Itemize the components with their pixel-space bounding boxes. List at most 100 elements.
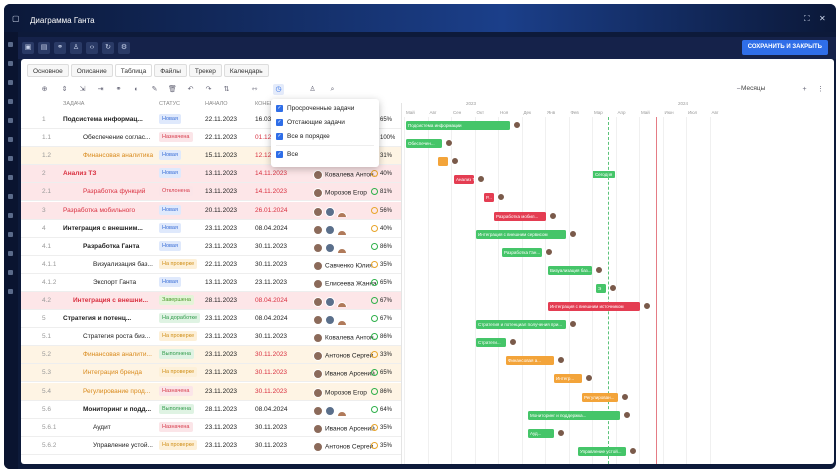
status-badge[interactable]: Назначена — [159, 132, 193, 143]
save-and-close-button[interactable]: СОХРАНИТЬ И ЗАКРЫТЬ — [741, 40, 828, 55]
gantt-bar[interactable]: Обеспечен... — [406, 139, 442, 149]
status-badge[interactable]: Выполнена — [159, 349, 194, 360]
status-badge[interactable]: На проверке — [159, 367, 198, 378]
table-row[interactable]: 4.1 Разработка Ганта Новая 23.11.2023 30.11.… — [21, 238, 401, 256]
table-row[interactable]: 5.3 Интеграция бренда На проверке 23.11.202… — [21, 364, 401, 383]
nav-icon[interactable] — [8, 137, 13, 142]
refresh-icon[interactable]: ↻ — [102, 42, 114, 54]
gantt-bar[interactable] — [438, 157, 448, 167]
expand-icon[interactable]: ⇕ — [61, 86, 68, 93]
nav-icon[interactable] — [8, 194, 13, 199]
table-row[interactable]: 4.1.2 Экспорт Ганта Новая 13.11.2023 23.11.2… — [21, 274, 401, 292]
status-badge[interactable]: На доработке — [159, 313, 201, 324]
gantt-bar[interactable]: Визуализация баз... — [548, 265, 592, 275]
tab-tracker[interactable]: Трекер — [188, 64, 222, 77]
header-status[interactable]: СТАТУС — [159, 101, 181, 107]
gantt-bar[interactable]: Интеграция с внешним источником — [548, 302, 640, 311]
nav-icon[interactable] — [8, 99, 13, 104]
add-icon[interactable]: ⊕ — [41, 86, 48, 93]
nav-icon[interactable] — [8, 213, 13, 218]
gantt-bar[interactable]: Управление устой... — [578, 446, 626, 456]
filter-overdue[interactable]: ✓ Просроченные задачи — [276, 104, 355, 112]
user-icon[interactable]: ♙ — [70, 42, 82, 54]
header-start[interactable]: НАЧАЛО — [205, 101, 228, 107]
nav-icon[interactable] — [8, 118, 13, 123]
more-icon[interactable]: ⋮ — [817, 86, 824, 93]
status-badge[interactable]: Назначена — [159, 385, 193, 396]
gantt-bar[interactable]: Регулирован... — [582, 392, 618, 402]
gantt-bar[interactable]: Разработка мобил... — [494, 211, 546, 221]
nav-icon[interactable] — [8, 232, 13, 237]
color-icon[interactable]: ◐ — [134, 86, 139, 93]
document-icon[interactable]: ▤ — [38, 42, 50, 54]
maximize-icon[interactable]: ⛶ — [804, 14, 810, 23]
status-badge[interactable]: Выполнена — [159, 403, 194, 414]
edit-icon[interactable]: ✎ — [151, 86, 158, 93]
users-icon[interactable]: ♙ — [309, 86, 316, 93]
nav-icon[interactable] — [8, 251, 13, 256]
zoom-out-icon[interactable]: − — [736, 86, 741, 93]
nav-icon[interactable] — [8, 61, 13, 66]
nav-icon[interactable] — [8, 156, 13, 161]
status-badge[interactable]: Отклонена — [159, 186, 193, 197]
gantt-bar[interactable]: Стратеги... — [476, 338, 506, 348]
status-badge[interactable]: Завершена — [159, 295, 194, 305]
table-row[interactable]: 5.6.2 Управление устой... На проверке 23.11… — [21, 437, 401, 455]
sort-icon[interactable]: ⇅ — [223, 86, 230, 93]
gantt-bar[interactable]: Интеграция с внешним сервисом — [476, 229, 566, 239]
status-badge[interactable]: Новая — [159, 168, 181, 179]
checkbox-icon[interactable]: ✓ — [276, 118, 283, 126]
redo-icon[interactable]: ↷ — [205, 86, 212, 93]
status-badge[interactable]: Новая — [159, 114, 181, 124]
settings-icon[interactable]: ⚙ — [118, 42, 130, 54]
tab-table[interactable]: Таблица — [114, 64, 153, 77]
table-row[interactable]: 4.2 Интеграция с внешни... Завершена 28.11.… — [21, 292, 401, 310]
header-end[interactable]: КОНЕЦ — [255, 101, 275, 107]
nav-icon[interactable] — [8, 42, 13, 47]
status-badge[interactable]: На проверке — [159, 331, 198, 342]
link-icon[interactable]: ⚭ — [115, 86, 122, 93]
view-mode-select[interactable]: Месяцы — [741, 85, 766, 92]
gantt-bar[interactable]: Разработка Ган... — [502, 247, 542, 257]
checkbox-icon[interactable]: ✓ — [276, 132, 283, 140]
nav-icon[interactable] — [8, 289, 13, 294]
table-row[interactable]: 4.1.1 Визуализация баз... На проверке 22.11… — [21, 256, 401, 274]
zoom-in-icon[interactable]: + — [802, 86, 807, 93]
table-row[interactable]: 2 Анализ ТЗ Новая 13.11.2023 14.11.2023 Ковал… — [21, 165, 401, 184]
table-row[interactable]: 5.1 Стратегия роста биз... На проверке 23.1… — [21, 328, 401, 347]
status-badge[interactable]: Новая — [159, 150, 181, 161]
table-row[interactable]: 5.2 Финансовая аналити... Выполнена 23.11.2… — [21, 346, 401, 365]
search-icon[interactable]: ⌕ — [330, 86, 335, 93]
gantt-bar[interactable]: Ауд... — [528, 428, 554, 438]
status-badge[interactable]: Новая — [159, 204, 181, 215]
checkbox-icon[interactable]: ✓ — [276, 104, 283, 112]
gantt-bar[interactable]: Интегр... — [554, 374, 582, 384]
status-badge[interactable]: Назначена — [159, 421, 193, 432]
filter-all[interactable]: ✓ Все — [276, 150, 299, 158]
gantt-bar[interactable]: Стратегия и потенциал получения при... — [476, 320, 566, 330]
status-badge[interactable]: На проверке — [159, 439, 198, 450]
collapse-icon[interactable]: ⇲ — [79, 86, 86, 93]
close-icon[interactable]: ✕ — [819, 14, 826, 23]
status-badge[interactable]: Новая — [159, 222, 181, 233]
filter-clock-icon[interactable]: ◷ — [273, 84, 284, 95]
checkbox-icon[interactable]: ✓ — [276, 150, 283, 158]
columns-icon[interactable]: ⇿ — [251, 86, 258, 93]
status-badge[interactable]: Новая — [159, 240, 181, 251]
table-row[interactable]: 5.6.1 Аудит Назначена 23.11.2023 30.11.2023 И… — [21, 419, 401, 437]
filter-ok[interactable]: ✓ Все в порядке — [276, 132, 330, 140]
undo-icon[interactable]: ↶ — [187, 86, 194, 93]
nav-icon[interactable] — [8, 80, 13, 85]
delete-icon[interactable]: 🗑 — [168, 86, 177, 93]
gantt-bar[interactable]: Э — [596, 283, 606, 293]
status-badge[interactable]: На проверке — [159, 258, 198, 269]
table-row[interactable]: 5.4 Регулирование прод... Назначена 23.11.2… — [21, 382, 401, 401]
tab-files[interactable]: Файлы — [154, 64, 187, 77]
save-icon[interactable]: ▣ — [22, 42, 34, 54]
gantt-bar[interactable]: Р... — [484, 193, 494, 203]
gantt-bar[interactable]: Анализ ТЗ — [454, 175, 474, 185]
table-row[interactable]: 3 Разработка мобильного Новая 20.11.2023 26.… — [21, 201, 401, 220]
filter-lagging[interactable]: ✓ Отстающие задачи — [276, 118, 345, 126]
gantt-bar[interactable]: Финансовая а... — [506, 356, 554, 366]
header-task[interactable]: ЗАДАЧА — [63, 101, 85, 107]
